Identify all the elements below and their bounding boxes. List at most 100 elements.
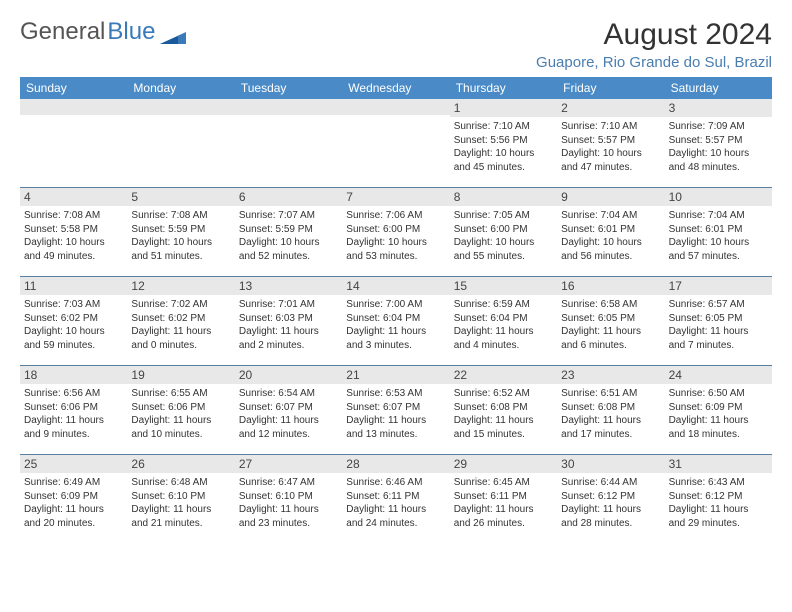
sunset-line: Sunset: 6:07 PM [239, 401, 338, 415]
day-details: Sunrise: 7:06 AMSunset: 6:00 PMDaylight:… [346, 209, 445, 263]
day-number [127, 99, 234, 115]
day-number: 14 [342, 277, 449, 295]
day-number: 1 [450, 99, 557, 117]
day-number: 7 [342, 188, 449, 206]
day-cell: 19 Sunrise: 6:55 AMSunset: 6:06 PMDayligh… [127, 366, 234, 454]
day-cell: 8Sunrise: 7:05 AMSunset: 6:00 PMDaylight… [450, 188, 557, 276]
day-details: Sunrise: 7:09 AMSunset: 5:57 PMDaylight:… [669, 120, 768, 174]
day-details: Sunrise: 6:59 AMSunset: 6:04 PMDaylight:… [454, 298, 553, 352]
sunrise-line: Sunrise: 6:47 AM [239, 476, 338, 490]
day-number: 15 [450, 277, 557, 295]
daylight1-line: Daylight: 11 hours [239, 325, 338, 339]
sunrise-line: Sunrise: 7:00 AM [346, 298, 445, 312]
sunset-line: Sunset: 6:10 PM [131, 490, 230, 504]
day-cell: 2Sunrise: 7:10 AMSunset: 5:57 PMDaylight… [557, 99, 664, 187]
daylight2-line: and 45 minutes. [454, 161, 553, 175]
sunrise-line: Sunrise: 7:08 AM [24, 209, 123, 223]
day-cell [342, 99, 449, 187]
day-number: 9 [557, 188, 664, 206]
sunrise-line: Sunrise: 6:46 AM [346, 476, 445, 490]
sunset-line: Sunset: 6:06 PM [24, 401, 123, 415]
daylight2-line: and 57 minutes. [669, 250, 768, 264]
day-number: 22 [450, 366, 557, 384]
sunrise-line: Sunrise: 6:59 AM [454, 298, 553, 312]
week-row: 4 Sunrise: 7:08 AMSunset: 5:58 PMDaylight… [20, 188, 772, 277]
daylight1-line: Daylight: 10 hours [239, 236, 338, 250]
sunset-line: Sunset: 6:00 PM [346, 223, 445, 237]
daylight2-line: and 51 minutes. [131, 250, 230, 264]
day-details: Sunrise: 7:04 AMSunset: 6:01 PMDaylight:… [669, 209, 768, 263]
day-number: 4 [20, 188, 127, 206]
daylight1-line: Daylight: 11 hours [561, 325, 660, 339]
day-cell: 20Sunrise: 6:54 AMSunset: 6:07 PMDayligh… [235, 366, 342, 454]
day-number: 29 [450, 455, 557, 473]
day-cell [127, 99, 234, 187]
daylight2-line: and 56 minutes. [561, 250, 660, 264]
daylight1-line: Daylight: 11 hours [24, 414, 123, 428]
day-details: Sunrise: 7:08 AMSunset: 5:58 PMDaylight:… [24, 209, 123, 263]
day-cell: 4 Sunrise: 7:08 AMSunset: 5:58 PMDaylight… [20, 188, 127, 276]
daylight1-line: Daylight: 11 hours [561, 503, 660, 517]
day-cell: 15 Sunrise: 6:59 AMSunset: 6:04 PMDayligh… [450, 277, 557, 365]
day-cell: 31Sunrise: 6:43 AMSunset: 6:12 PMDayligh… [665, 455, 772, 543]
sunset-line: Sunset: 5:59 PM [239, 223, 338, 237]
sunset-line: Sunset: 6:05 PM [669, 312, 768, 326]
sunset-line: Sunset: 6:01 PM [561, 223, 660, 237]
sunset-line: Sunset: 5:56 PM [454, 134, 553, 148]
sunset-line: Sunset: 6:10 PM [239, 490, 338, 504]
sunset-line: Sunset: 6:07 PM [346, 401, 445, 415]
daylight2-line: and 0 minutes. [131, 339, 230, 353]
day-number [20, 99, 127, 115]
sunrise-line: Sunrise: 6:55 AM [131, 387, 230, 401]
day-cell: 24 Sunrise: 6:50 AMSunset: 6:09 PMDayligh… [665, 366, 772, 454]
daylight2-line: and 49 minutes. [24, 250, 123, 264]
day-cell: 26 Sunrise: 6:48 AMSunset: 6:10 PMDayligh… [127, 455, 234, 543]
day-number: 19 [127, 366, 234, 384]
sunrise-line: Sunrise: 6:52 AM [454, 387, 553, 401]
day-cell: 25Sunrise: 6:49 AMSunset: 6:09 PMDayligh… [20, 455, 127, 543]
day-cell: 30Sunrise: 6:44 AMSunset: 6:12 PMDayligh… [557, 455, 664, 543]
daylight2-line: and 53 minutes. [346, 250, 445, 264]
day-cell: 1Sunrise: 7:10 AMSunset: 5:56 PMDaylight… [450, 99, 557, 187]
sunrise-line: Sunrise: 6:44 AM [561, 476, 660, 490]
daylight1-line: Daylight: 11 hours [131, 414, 230, 428]
sunset-line: Sunset: 6:00 PM [454, 223, 553, 237]
day-number: 18 [20, 366, 127, 384]
sunrise-line: Sunrise: 6:53 AM [346, 387, 445, 401]
day-details: Sunrise: 6:50 AMSunset: 6:09 PMDaylight:… [669, 387, 768, 441]
daylight1-line: Daylight: 10 hours [346, 236, 445, 250]
sunset-line: Sunset: 6:09 PM [24, 490, 123, 504]
week-row: 11Sunrise: 7:03 AMSunset: 6:02 PMDayligh… [20, 277, 772, 366]
day-number: 17 [665, 277, 772, 295]
sunset-line: Sunset: 6:01 PM [669, 223, 768, 237]
sunrise-line: Sunrise: 6:43 AM [669, 476, 768, 490]
sunrise-line: Sunrise: 6:56 AM [24, 387, 123, 401]
daylight2-line: and 29 minutes. [669, 517, 768, 531]
daylight2-line: and 13 minutes. [346, 428, 445, 442]
sunset-line: Sunset: 6:12 PM [669, 490, 768, 504]
sunset-line: Sunset: 6:08 PM [561, 401, 660, 415]
daylight1-line: Daylight: 11 hours [131, 503, 230, 517]
daylight1-line: Daylight: 11 hours [669, 503, 768, 517]
daylight2-line: and 26 minutes. [454, 517, 553, 531]
daylight1-line: Daylight: 10 hours [24, 325, 123, 339]
day-details: Sunrise: 6:54 AMSunset: 6:07 PMDaylight:… [239, 387, 338, 441]
day-number: 24 [665, 366, 772, 384]
sunrise-line: Sunrise: 6:57 AM [669, 298, 768, 312]
day-number [235, 99, 342, 115]
daylight2-line: and 59 minutes. [24, 339, 123, 353]
sunset-line: Sunset: 6:06 PM [131, 401, 230, 415]
logo-word-2: Blue [107, 18, 155, 46]
day-cell: 21Sunrise: 6:53 AMSunset: 6:07 PMDayligh… [342, 366, 449, 454]
daylight1-line: Daylight: 11 hours [346, 503, 445, 517]
daylight1-line: Daylight: 10 hours [24, 236, 123, 250]
title-block: August 2024 Guapore, Rio Grande do Sul, … [536, 18, 772, 71]
daylight2-line: and 21 minutes. [131, 517, 230, 531]
day-details: Sunrise: 6:48 AMSunset: 6:10 PMDaylight:… [131, 476, 230, 530]
weekday-header: Saturday [665, 77, 772, 99]
sunset-line: Sunset: 6:11 PM [346, 490, 445, 504]
daylight2-line: and 18 minutes. [669, 428, 768, 442]
day-cell: 5Sunrise: 7:08 AMSunset: 5:59 PMDaylight… [127, 188, 234, 276]
day-number: 26 [127, 455, 234, 473]
weeks-container: 1Sunrise: 7:10 AMSunset: 5:56 PMDaylight… [20, 99, 772, 543]
